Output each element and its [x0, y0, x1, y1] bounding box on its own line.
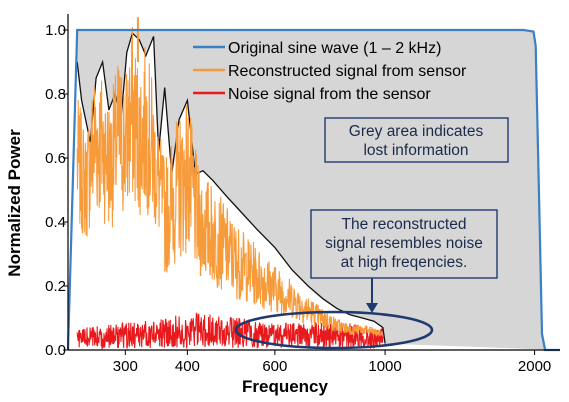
x-tick-label: 300: [113, 358, 138, 375]
y-tick-label: 0.0: [45, 342, 66, 359]
y-tick-label: 0.8: [45, 86, 66, 103]
y-tick-label: 1.0: [45, 22, 66, 39]
noise-series-layer: [76, 312, 384, 350]
y-tick-label: 0.6: [45, 150, 66, 167]
annotations: Grey area indicates lost information The r…: [234, 117, 509, 350]
legend-label: Original sine wave (1 – 2 kHz): [228, 40, 441, 57]
reconstructed-envelope-line: [76, 31, 386, 344]
annotation-box: [310, 209, 498, 279]
x-tick-label: 2000: [518, 358, 551, 375]
x-tick-label: 600: [262, 358, 287, 375]
annotation-text: The reconstructed: [342, 216, 467, 233]
noise-signal-line: [76, 312, 384, 350]
annotation-box: [324, 117, 509, 163]
axes-layer: 0.0 0.2 0.4 0.6 0.8 1.0 300 400 600 1000 2000: [45, 14, 560, 375]
original-series-layer: [66, 28, 560, 352]
x-tick-label: 400: [175, 358, 200, 375]
annotation-text: signal resembles noise: [325, 235, 483, 252]
annotation-arrowhead: [366, 303, 378, 313]
annotation-text: lost information: [363, 142, 468, 159]
legend: Original sine wave (1 – 2 kHz) Reconstruc…: [193, 40, 467, 103]
original-sine-line: [66, 28, 560, 352]
highlight-ellipse: [234, 310, 434, 350]
reconstructed-signal-line: [76, 26, 383, 337]
x-axis-title: Frequency: [242, 377, 329, 396]
y-tick-label: 0.4: [45, 214, 66, 231]
y-tick-label: 0.2: [45, 278, 66, 295]
annotation-text: at high freqencies.: [341, 254, 468, 271]
reconstructed-series-layer: [76, 17, 383, 337]
annotation-text: Grey area indicates: [349, 123, 484, 140]
y-axis-title: Normalized Power: [5, 129, 24, 277]
x-tick-label: 1000: [368, 358, 401, 375]
legend-label: Noise signal from the sensor: [228, 86, 431, 103]
legend-label: Reconstructed signal from sensor: [228, 63, 467, 80]
